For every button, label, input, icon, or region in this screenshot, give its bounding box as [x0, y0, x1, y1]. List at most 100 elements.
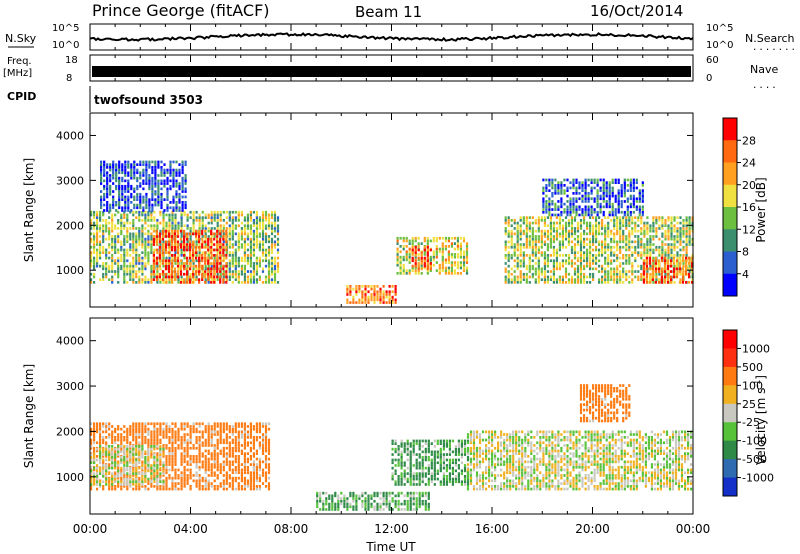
echo-cell [453, 247, 456, 251]
echo-cell [450, 245, 453, 248]
echo-cell [207, 425, 210, 428]
echo-cell [120, 487, 123, 491]
echo-cell [595, 216, 598, 219]
echo-cell [173, 248, 177, 252]
echo-cell [228, 270, 231, 273]
echo-cell [616, 275, 619, 279]
echo-cell [183, 441, 186, 445]
nsearch-dotted-key: ....... [752, 43, 797, 53]
echo-cell [90, 446, 93, 450]
echo-cell [129, 262, 132, 265]
echo-cell [243, 487, 246, 491]
echo-cell [180, 436, 183, 439]
echo-cell [150, 251, 153, 254]
echo-cell [192, 227, 195, 230]
echo-cell [132, 433, 135, 436]
echo-cell [225, 237, 228, 241]
echo-cell [589, 245, 592, 249]
echo-cell [124, 201, 127, 204]
echo-cell [166, 190, 169, 193]
echo-cell [115, 174, 118, 177]
echo-cell [112, 171, 115, 175]
echo-cell [240, 449, 243, 453]
echo-cell [276, 264, 280, 268]
echo-cell [408, 250, 411, 254]
echo-cell [216, 221, 219, 225]
echo-cell [118, 201, 121, 204]
echo-cell [102, 210, 105, 214]
echo-cell [249, 256, 252, 260]
echo-cell [652, 224, 655, 228]
echo-cell [417, 262, 420, 265]
echo-cell [261, 251, 265, 254]
echo-cell [660, 256, 663, 260]
echo-cell [222, 427, 225, 431]
echo-cell [111, 281, 114, 284]
echo-cell [346, 293, 349, 296]
echo-cell [411, 242, 414, 245]
echo-cell [249, 251, 252, 254]
echo-cell [114, 430, 117, 434]
echo-cell [159, 427, 162, 431]
echo-cell [105, 425, 108, 428]
echo-cell [133, 160, 136, 164]
echo-cell [178, 174, 181, 177]
echo-cell [216, 243, 219, 246]
echo-cell [144, 487, 147, 491]
echo-cell [93, 221, 96, 225]
echo-cell [579, 275, 583, 279]
echo-cell [132, 436, 135, 439]
echo-cell [586, 237, 589, 241]
echo-cell [672, 272, 676, 276]
echo-cell [660, 270, 663, 273]
echo-cell [456, 261, 459, 264]
echo-cell [373, 290, 376, 294]
echo-cell [168, 457, 171, 461]
echo-cell [90, 264, 93, 268]
echo-cell [672, 262, 676, 265]
echo-cell [685, 227, 688, 230]
echo-cell [670, 229, 673, 233]
echo-cell [613, 224, 616, 228]
echo-cell [346, 298, 349, 302]
echo-cell [144, 425, 147, 428]
echo-cell [186, 468, 189, 472]
echo-cell [189, 457, 192, 461]
echo-cell [643, 221, 646, 225]
echo-cell [234, 259, 237, 263]
echo-cell [153, 427, 156, 431]
echo-cell [598, 229, 601, 233]
echo-cell [148, 182, 151, 185]
echo-cell [167, 262, 171, 265]
echo-cell [135, 270, 138, 273]
echo-cell [144, 281, 147, 284]
echo-cell [622, 254, 625, 257]
echo-cell [249, 264, 252, 268]
echo-cell [573, 227, 577, 230]
echo-cell [240, 235, 243, 238]
echo-cell [534, 270, 537, 273]
echo-cell [132, 243, 135, 246]
echo-cell [173, 275, 177, 279]
echo-cell [601, 254, 604, 257]
echo-cell [222, 479, 225, 483]
echo-cell [168, 438, 171, 442]
echo-cell [207, 259, 210, 263]
echo-cell [459, 250, 462, 254]
echo-cell [429, 258, 432, 262]
echo-cell [117, 219, 120, 222]
echo-cell [519, 270, 522, 273]
echo-cell [159, 267, 162, 271]
echo-cell [231, 256, 234, 260]
echo-cell [643, 232, 646, 236]
echo-cell [450, 263, 453, 267]
echo-cell [450, 255, 453, 259]
echo-cell [682, 245, 685, 249]
echo-cell [158, 275, 161, 279]
echo-cell [611, 178, 614, 182]
echo-cell [216, 487, 219, 491]
echo-cell [658, 272, 661, 276]
echo-cell [249, 270, 252, 273]
echo-cell [543, 272, 546, 276]
echo-cell [225, 457, 228, 461]
